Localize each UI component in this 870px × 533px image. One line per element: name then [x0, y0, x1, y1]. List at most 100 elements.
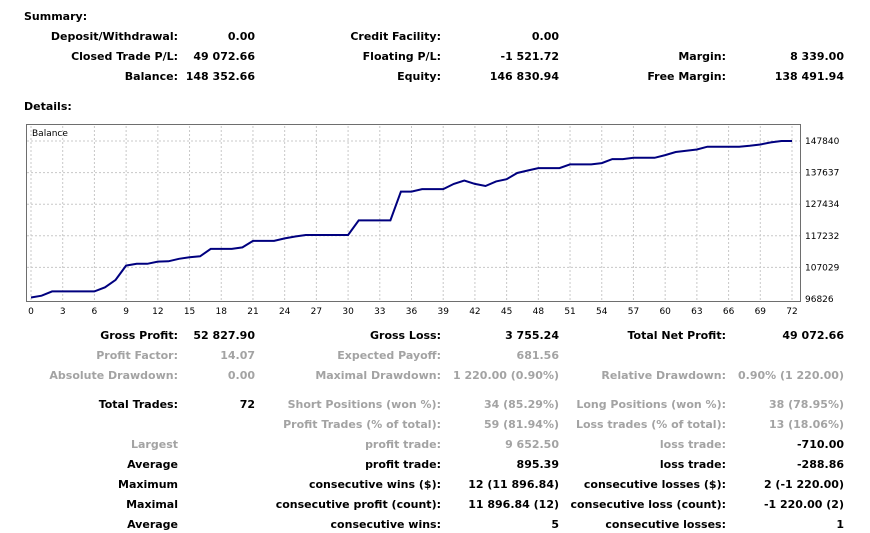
- maximal-cons-loss-value: -1 220.00 (2): [763, 498, 844, 511]
- x-tick-label: 57: [628, 307, 639, 317]
- gross-profit-value: 52 827.90: [193, 329, 255, 342]
- x-tick-label: 30: [342, 307, 354, 317]
- avg-cons-wins-value: 5: [551, 518, 559, 531]
- equity-value: 146 830.94: [489, 70, 559, 83]
- y-tick-label: 107029: [805, 263, 840, 273]
- x-tick-label: 27: [311, 307, 322, 317]
- maximal-label: Maximal: [126, 498, 178, 511]
- profit-factor-label: Profit Factor:: [96, 349, 178, 362]
- loss-trades-label: Loss trades (% of total):: [575, 418, 726, 431]
- x-tick-label: 63: [691, 307, 702, 317]
- details-heading: Details:: [24, 100, 72, 113]
- maximal-drawdown-value: 1 220.00 (0.90%): [453, 369, 559, 382]
- x-tick-label: 3: [60, 307, 66, 317]
- x-tick-label: 12: [152, 307, 163, 317]
- average-loss-label: loss trade:: [659, 458, 726, 471]
- short-positions-label: Short Positions (won %):: [287, 398, 441, 411]
- profit-factor-value: 14.07: [220, 349, 255, 362]
- maximum-label: Maximum: [118, 478, 178, 491]
- average-profit-value: 895.39: [516, 458, 559, 471]
- closed-trade-label: Closed Trade P/L:: [71, 50, 178, 63]
- total-net-profit-label: Total Net Profit:: [627, 329, 727, 342]
- avg-cons-losses-value: 1: [836, 518, 844, 531]
- x-tick-label: 51: [564, 307, 575, 317]
- long-positions-value: 38 (78.95%): [768, 398, 844, 411]
- largest-loss-label: loss trade:: [659, 438, 726, 451]
- largest-label: Largest: [131, 438, 178, 451]
- y-tick-label: 127434: [805, 200, 840, 210]
- average-loss-value: -288.86: [796, 458, 844, 471]
- maximal-drawdown-label: Maximal Drawdown:: [315, 369, 441, 382]
- x-tick-label: 72: [786, 307, 797, 317]
- free-margin-value: 138 491.94: [774, 70, 844, 83]
- x-tick-label: 36: [406, 307, 418, 317]
- y-tick-label: 137637: [805, 169, 839, 179]
- x-tick-label: 39: [437, 307, 449, 317]
- balance-value: 148 352.66: [185, 70, 255, 83]
- total-net-profit-value: 49 072.66: [782, 329, 844, 342]
- maximal-cons-profit-label: consecutive profit (count):: [275, 498, 441, 511]
- max-cons-losses-value: 2 (-1 220.00): [763, 478, 844, 491]
- margin-label: Margin:: [678, 50, 726, 63]
- balance-line: [30, 140, 792, 299]
- closed-trade-value: 49 072.66: [193, 50, 255, 63]
- avg-cons-wins-label: consecutive wins:: [330, 518, 441, 531]
- x-tick-label: 54: [596, 307, 608, 317]
- gross-loss-value: 3 755.24: [505, 329, 559, 342]
- balance-label: Balance:: [124, 70, 178, 83]
- relative-drawdown-label: Relative Drawdown:: [601, 369, 726, 382]
- x-tick-label: 9: [123, 307, 129, 317]
- x-tick-label: 48: [533, 307, 545, 317]
- chart-title: Balance: [32, 129, 68, 139]
- gross-loss-label: Gross Loss:: [370, 329, 441, 342]
- average-label: Average: [127, 458, 178, 471]
- x-tick-label: 0: [28, 307, 34, 317]
- y-tick-label: 117232: [805, 232, 839, 242]
- profit-trades-value: 59 (81.94%): [483, 418, 559, 431]
- y-tick-label: 147840: [805, 137, 840, 147]
- credit-value: 0.00: [531, 30, 559, 43]
- profit-trades-label: Profit Trades (% of total):: [283, 418, 441, 431]
- average-consecutive-label: Average: [127, 518, 178, 531]
- total-trades-label: Total Trades:: [98, 398, 178, 411]
- margin-value: 8 339.00: [790, 50, 844, 63]
- summary-heading: Summary:: [24, 10, 88, 23]
- credit-label: Credit Facility:: [350, 30, 441, 43]
- max-cons-losses-label: consecutive losses ($):: [583, 478, 726, 491]
- largest-profit-value: 9 652.50: [505, 438, 559, 451]
- largest-profit-label: profit trade:: [365, 438, 441, 451]
- loss-trades-value: 13 (18.06%): [768, 418, 844, 431]
- largest-loss-value: -710.00: [796, 438, 844, 451]
- x-tick-label: 18: [216, 307, 228, 317]
- x-tick-label: 21: [247, 307, 258, 317]
- x-tick-label: 45: [501, 307, 512, 317]
- long-positions-label: Long Positions (won %):: [576, 398, 726, 411]
- x-tick-label: 24: [279, 307, 291, 317]
- relative-drawdown-value: 0.90% (1 220.00): [738, 369, 844, 382]
- x-tick-label: 33: [374, 307, 385, 317]
- absolute-drawdown-value: 0.00: [227, 369, 255, 382]
- floating-value: -1 521.72: [500, 50, 560, 63]
- x-tick-label: 69: [755, 307, 767, 317]
- balance-chart: 0 3 6 9 12 15 18 21 24 27 30 33 36 39 42 45 48 51 54 57 60 63…: [27, 126, 840, 317]
- max-cons-wins-value: 12 (11 896.84): [468, 478, 559, 491]
- total-trades-value: 72: [239, 398, 255, 411]
- y-tick-label: 96826: [805, 295, 834, 305]
- x-tick-label: 60: [659, 307, 671, 317]
- short-positions-value: 34 (85.29%): [483, 398, 559, 411]
- x-tick-label: 42: [469, 307, 480, 317]
- equity-label: Equity:: [397, 70, 441, 83]
- gross-profit-label: Gross Profit:: [100, 329, 178, 342]
- max-cons-wins-label: consecutive wins ($):: [308, 478, 441, 491]
- x-tick-label: 66: [723, 307, 735, 317]
- deposit-label: Deposit/Withdrawal:: [50, 30, 178, 43]
- maximal-cons-loss-label: consecutive loss (count):: [570, 498, 726, 511]
- avg-cons-losses-label: consecutive losses:: [605, 518, 726, 531]
- expected-payoff-label: Expected Payoff:: [337, 349, 441, 362]
- x-tick-label: 6: [92, 307, 98, 317]
- floating-label: Floating P/L:: [362, 50, 441, 63]
- free-margin-label: Free Margin:: [647, 70, 726, 83]
- maximal-cons-profit-value: 11 896.84 (12): [468, 498, 559, 511]
- absolute-drawdown-label: Absolute Drawdown:: [49, 369, 178, 382]
- deposit-value: 0.00: [227, 30, 255, 43]
